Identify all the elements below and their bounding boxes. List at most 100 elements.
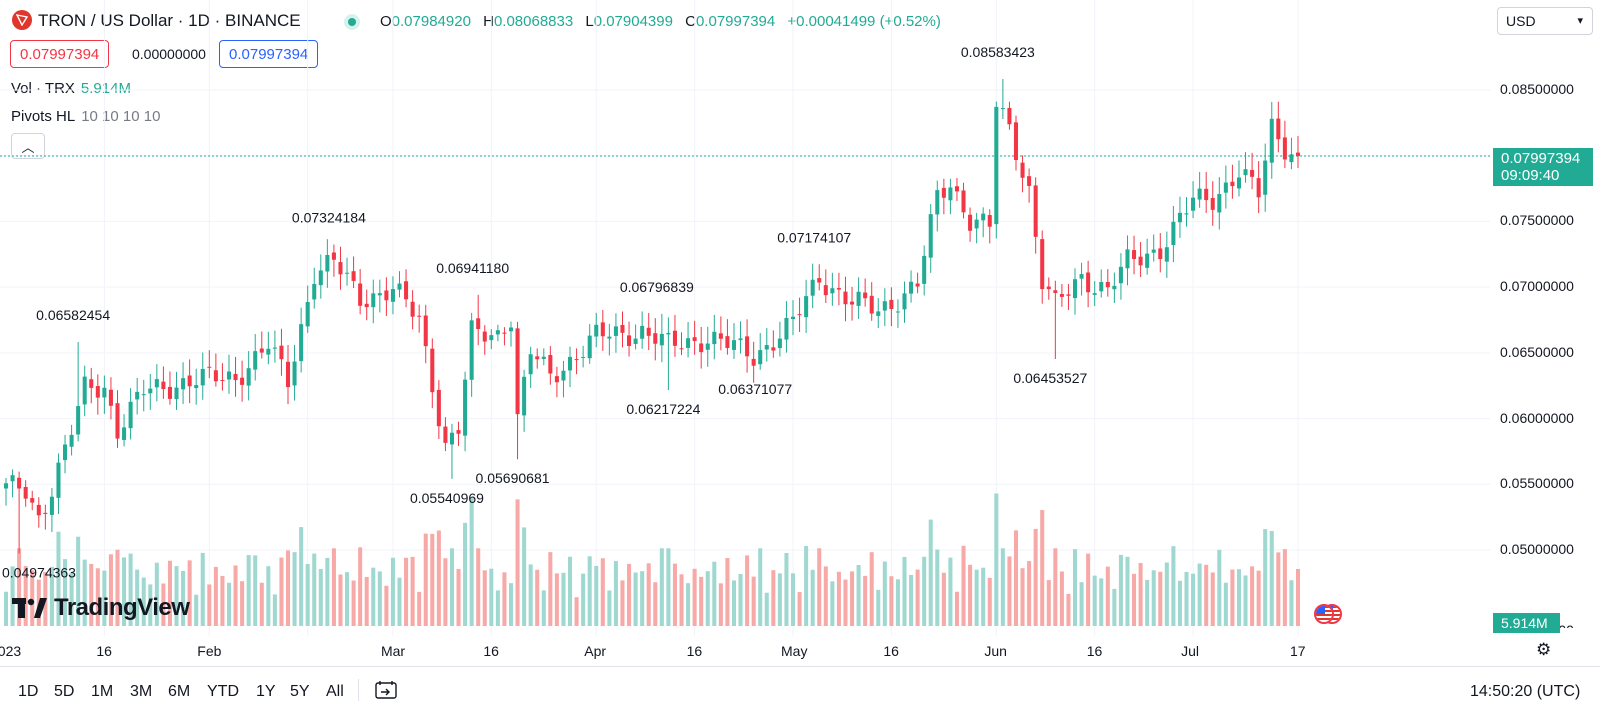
- volume-bar: [508, 583, 514, 626]
- symbol-title[interactable]: TRON / US Dollar · 1D · BINANCE: [38, 11, 301, 30]
- candle-body: [1118, 266, 1123, 284]
- candle-body: [1145, 253, 1150, 268]
- volume-bar: [600, 558, 605, 626]
- volume-bar: [246, 555, 251, 626]
- candle-body: [1204, 188, 1209, 201]
- time-axis-label: 2023: [0, 643, 22, 659]
- volume-bar: [1158, 571, 1163, 626]
- volume-bar: [981, 567, 986, 626]
- candle-body: [299, 324, 304, 362]
- volume-bar: [646, 563, 651, 626]
- sell-price-button[interactable]: 0.07997394: [10, 40, 110, 68]
- price-chart[interactable]: 0.04974363 0.06582454 0.07324184 0.05540969…: [0, 0, 1490, 636]
- price-axis-label: 0.07500000: [1500, 212, 1574, 229]
- volume-bar: [895, 579, 900, 626]
- volume-bars: [3, 493, 1301, 626]
- volume-bar: [1105, 566, 1110, 626]
- range-button-1d[interactable]: 1D: [18, 683, 39, 700]
- utc-clock[interactable]: 14:50:20 (UTC): [1470, 683, 1581, 700]
- candle-body: [122, 427, 127, 440]
- volume-bar: [108, 554, 113, 626]
- volume-bar: [1020, 568, 1025, 626]
- candle-body: [213, 370, 218, 382]
- volume-bar: [928, 519, 933, 626]
- range-button-ytd[interactable]: YTD: [207, 683, 239, 700]
- range-button-1y[interactable]: 1Y: [256, 683, 276, 700]
- pivot-label: 0.07324184: [292, 210, 366, 226]
- time-axis-label: 16: [96, 643, 112, 659]
- volume-indicator-legend[interactable]: Vol · TRX 5.914M: [11, 80, 131, 97]
- volume-bar: [1236, 569, 1241, 626]
- range-button-5d[interactable]: 5D: [54, 683, 75, 700]
- candle-body: [830, 288, 835, 294]
- candle-body: [968, 214, 973, 231]
- candle-body: [489, 335, 494, 341]
- candle-body: [613, 326, 618, 336]
- volume-bar: [1295, 568, 1301, 626]
- candle-body: [535, 356, 540, 360]
- pivots-indicator-legend[interactable]: Pivots HL 10 10 10 10: [11, 108, 160, 125]
- candle-body: [646, 327, 651, 336]
- pivot-label: 0.06582454: [36, 307, 110, 323]
- volume-bar: [154, 562, 159, 626]
- range-button-5y[interactable]: 5Y: [290, 683, 310, 700]
- volume-bar: [987, 577, 992, 626]
- tradingview-logo[interactable]: TradingView: [12, 594, 190, 622]
- candle-body: [1112, 285, 1117, 290]
- candle-body: [1033, 185, 1038, 237]
- candle-body: [226, 371, 232, 380]
- candle-body: [1164, 247, 1169, 262]
- volume-bar: [63, 559, 68, 626]
- candle-body: [187, 375, 192, 387]
- volume-bar: [430, 533, 435, 626]
- candle-body: [10, 475, 15, 482]
- candle-body: [1263, 160, 1268, 195]
- collapse-legend-button[interactable]: ︿: [11, 133, 45, 159]
- currency-select[interactable]: USD ▾: [1497, 7, 1593, 35]
- volume-bar: [554, 573, 559, 626]
- range-button-3m[interactable]: 3M: [130, 683, 153, 700]
- range-button-1m[interactable]: 1M: [91, 683, 114, 700]
- candle-body: [174, 387, 179, 400]
- candle-body: [1007, 107, 1012, 125]
- candle-body: [666, 332, 671, 335]
- candle-body: [351, 271, 356, 281]
- volume-bar: [1243, 575, 1248, 626]
- candle-body: [1177, 212, 1182, 223]
- volume-bar: [1033, 528, 1038, 626]
- volume-bar: [948, 557, 953, 626]
- candle-body: [902, 293, 907, 310]
- candle-body: [331, 252, 336, 260]
- volume-bar: [902, 556, 907, 626]
- volume-bar: [1256, 570, 1261, 626]
- candle-body: [922, 255, 927, 284]
- candle-body: [397, 283, 402, 290]
- candle-body: [1053, 290, 1058, 293]
- candle-body: [928, 214, 933, 258]
- last-price-value: 0.07997394: [1501, 150, 1581, 167]
- candle-body: [456, 430, 461, 434]
- candle-body: [1151, 249, 1156, 253]
- candle-body: [1230, 181, 1235, 187]
- candle-body: [1072, 279, 1078, 299]
- legend-header: TRON / US Dollar · 1D · BINANCE O0.07984…: [0, 0, 1600, 44]
- range-button-all[interactable]: All: [326, 683, 344, 700]
- volume-bar: [692, 568, 697, 626]
- volume-tag: 5.914M: [1493, 613, 1560, 633]
- volume-bar: [830, 581, 835, 626]
- candle-body: [305, 301, 310, 327]
- volume-bar: [1151, 570, 1156, 626]
- chart-settings-gear-icon[interactable]: ⚙: [1536, 640, 1552, 659]
- time-axis-label: May: [781, 643, 808, 659]
- candle-body: [731, 340, 737, 350]
- volume-bar: [1059, 571, 1064, 626]
- range-button-6m[interactable]: 6M: [168, 683, 191, 700]
- volume-bar: [935, 549, 940, 626]
- volume-bar: [489, 568, 494, 626]
- volume-bar: [463, 522, 468, 626]
- replay-icon[interactable]: [375, 680, 397, 705]
- buy-price-button[interactable]: 0.07997394: [219, 40, 319, 68]
- volume-bar: [784, 552, 789, 626]
- volume-bar: [423, 533, 428, 626]
- candle-body: [1191, 197, 1196, 211]
